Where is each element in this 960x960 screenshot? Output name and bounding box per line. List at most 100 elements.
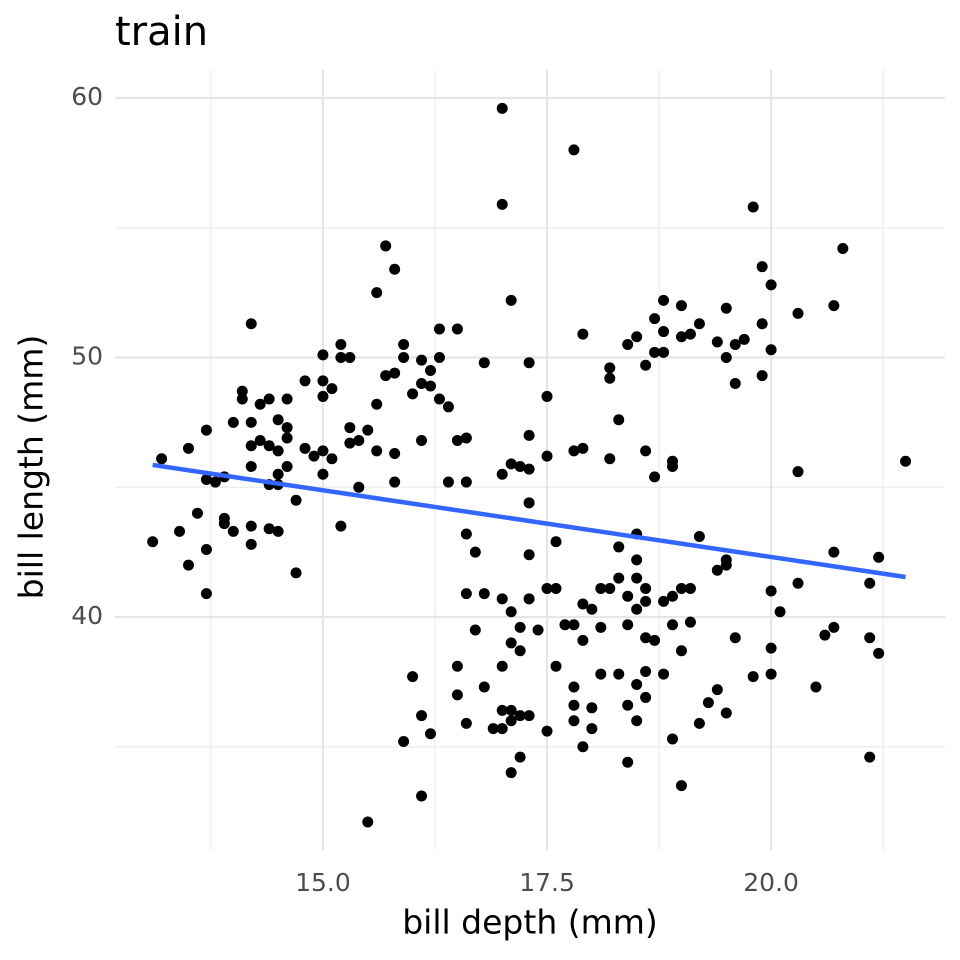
- point: [568, 715, 580, 727]
- point: [828, 621, 840, 633]
- point: [667, 733, 679, 745]
- point: [344, 352, 356, 364]
- point: [514, 645, 526, 657]
- point: [317, 390, 329, 402]
- point: [326, 383, 338, 395]
- point: [433, 352, 445, 364]
- point: [711, 336, 723, 348]
- point: [541, 725, 553, 737]
- point: [362, 816, 374, 828]
- point: [631, 678, 643, 690]
- point: [658, 294, 670, 306]
- point: [658, 595, 670, 607]
- point: [523, 593, 535, 605]
- point: [658, 668, 670, 680]
- point: [604, 372, 616, 384]
- point: [667, 619, 679, 631]
- point: [604, 453, 616, 465]
- point: [200, 424, 212, 436]
- point: [523, 710, 535, 722]
- point: [451, 435, 463, 447]
- point: [684, 328, 696, 340]
- point: [281, 393, 293, 405]
- point: [398, 352, 410, 364]
- point: [765, 642, 777, 654]
- point: [362, 424, 374, 436]
- point: [702, 697, 714, 709]
- point: [182, 442, 194, 454]
- point: [407, 671, 419, 683]
- point: [595, 668, 607, 680]
- point: [649, 346, 661, 358]
- point: [622, 590, 634, 602]
- point: [460, 528, 472, 540]
- x-tick-label: 15.0: [295, 868, 351, 897]
- point: [460, 476, 472, 488]
- point: [675, 645, 687, 657]
- point: [460, 717, 472, 729]
- point: [200, 473, 212, 485]
- point: [263, 440, 275, 452]
- point: [416, 354, 428, 366]
- point: [451, 323, 463, 335]
- point: [496, 468, 508, 480]
- point: [900, 455, 912, 467]
- point: [720, 559, 732, 571]
- point: [675, 300, 687, 312]
- trend-line: [152, 462, 906, 580]
- point: [568, 699, 580, 711]
- point: [281, 422, 293, 434]
- point: [380, 240, 392, 252]
- point: [182, 559, 194, 571]
- x-tick-label: 17.5: [519, 868, 575, 897]
- point: [505, 458, 517, 470]
- point: [765, 585, 777, 597]
- point: [837, 243, 849, 255]
- grid: 15.0 17.5 20.0 40 50 60: [71, 70, 945, 897]
- point: [810, 681, 822, 693]
- point: [335, 520, 347, 532]
- point: [640, 582, 652, 594]
- point: [272, 414, 284, 426]
- point: [640, 445, 652, 457]
- point: [684, 582, 696, 594]
- point: [604, 582, 616, 594]
- point: [756, 370, 768, 382]
- point: [317, 375, 329, 387]
- point: [281, 460, 293, 472]
- point: [451, 689, 463, 701]
- point: [290, 567, 302, 579]
- point: [541, 450, 553, 462]
- point: [478, 357, 490, 369]
- point: [568, 445, 580, 457]
- point: [514, 460, 526, 472]
- point: [514, 751, 526, 763]
- point: [174, 525, 186, 537]
- point: [586, 702, 598, 714]
- point: [658, 346, 670, 358]
- point: [407, 388, 419, 400]
- point: [738, 333, 750, 345]
- point: [496, 704, 508, 716]
- point: [505, 715, 517, 727]
- point: [451, 660, 463, 672]
- point: [649, 634, 661, 646]
- point: [864, 577, 876, 589]
- point: [505, 294, 517, 306]
- point: [622, 699, 634, 711]
- point: [640, 665, 652, 677]
- point: [416, 710, 428, 722]
- point: [218, 518, 230, 530]
- point: [550, 536, 562, 548]
- point: [792, 577, 804, 589]
- point: [442, 401, 454, 413]
- point: [577, 634, 589, 646]
- point: [245, 318, 257, 330]
- point: [819, 629, 831, 641]
- point: [442, 476, 454, 488]
- point: [523, 357, 535, 369]
- point: [792, 466, 804, 478]
- point: [523, 549, 535, 561]
- point: [631, 572, 643, 584]
- point: [496, 723, 508, 735]
